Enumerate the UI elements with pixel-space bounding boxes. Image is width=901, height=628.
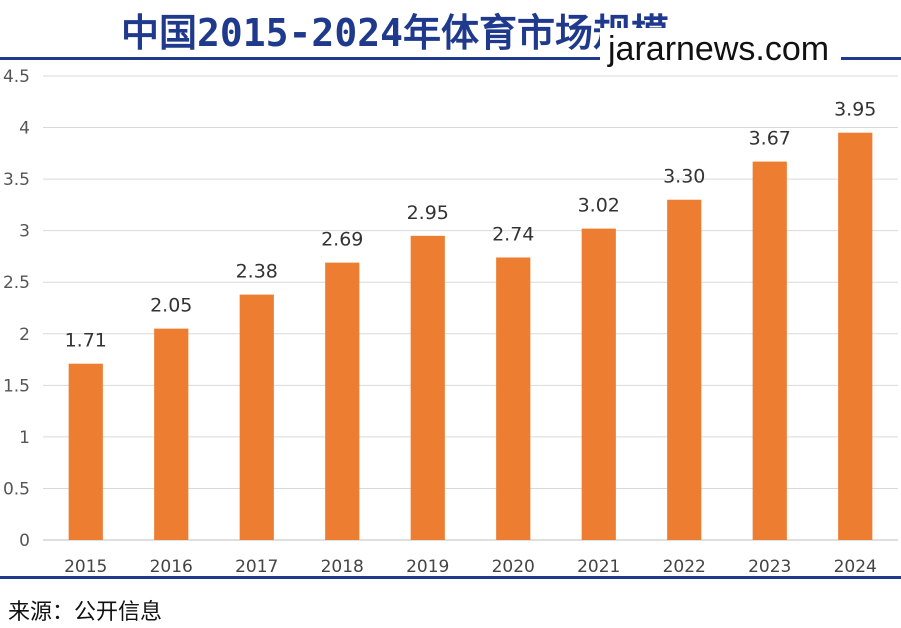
data-label-2024: 3.95 bbox=[834, 99, 876, 121]
bar-2017 bbox=[239, 294, 274, 540]
data-label-2017: 2.38 bbox=[236, 261, 278, 283]
y-tick-label: 2 bbox=[19, 325, 30, 345]
bar-2023 bbox=[752, 161, 787, 541]
y-tick-label: 1.5 bbox=[3, 376, 30, 396]
x-tick-label-2021: 2021 bbox=[577, 557, 620, 577]
bar-2020 bbox=[496, 257, 531, 540]
x-tick-label-2018: 2018 bbox=[321, 557, 364, 577]
data-label-2019: 2.95 bbox=[407, 202, 449, 224]
data-label-2021: 3.02 bbox=[578, 195, 620, 217]
bar-2022 bbox=[667, 199, 702, 540]
x-tick-label-2020: 2020 bbox=[492, 557, 535, 577]
bar-2021 bbox=[581, 228, 616, 541]
data-label-2016: 2.05 bbox=[150, 295, 192, 317]
bar-2016 bbox=[154, 328, 189, 540]
bar-2024 bbox=[838, 132, 873, 540]
x-axis-ticks: 2015 2016 2017 2018 2019 2020 2021 2022 2023 2024 bbox=[64, 557, 877, 577]
y-tick-label: 4.5 bbox=[3, 67, 30, 87]
y-axis-ticks: 0 0.5 1 1.5 2 2.5 3 3.5 4 4.5 bbox=[3, 67, 30, 551]
x-tick-label-2024: 2024 bbox=[834, 557, 877, 577]
y-tick-label: 0 bbox=[19, 531, 30, 551]
x-tick-label-2019: 2019 bbox=[406, 557, 449, 577]
data-label-2023: 3.67 bbox=[749, 128, 791, 150]
footer-divider bbox=[0, 576, 901, 579]
data-label-2022: 3.30 bbox=[663, 166, 705, 188]
data-labels: 1.71 2.05 2.38 2.69 2.95 2.74 3.02 3.30 3.67 3.95 bbox=[65, 99, 877, 352]
x-tick-label-2022: 2022 bbox=[663, 557, 706, 577]
bar-2018 bbox=[325, 262, 360, 540]
y-tick-label: 3.5 bbox=[3, 170, 30, 190]
y-tick-label: 3 bbox=[19, 222, 30, 242]
bar-2019 bbox=[410, 235, 445, 541]
bars bbox=[68, 132, 873, 541]
title-divider bbox=[0, 57, 901, 60]
x-tick-label-2016: 2016 bbox=[150, 557, 193, 577]
data-label-2015: 1.71 bbox=[65, 330, 107, 352]
y-tick-label: 0.5 bbox=[3, 479, 30, 499]
source-note: 来源：公开信息 bbox=[8, 600, 163, 625]
x-tick-label-2023: 2023 bbox=[748, 557, 791, 577]
y-tick-label: 4 bbox=[19, 119, 30, 139]
x-tick-label-2015: 2015 bbox=[64, 557, 107, 577]
data-label-2018: 2.69 bbox=[321, 229, 363, 251]
x-tick-label-2017: 2017 bbox=[235, 557, 278, 577]
data-label-2020: 2.74 bbox=[492, 223, 534, 245]
y-tick-label: 2.5 bbox=[3, 273, 30, 293]
page-title: 中国2015-2024年体育市场规模 bbox=[121, 11, 669, 55]
bar-2015 bbox=[68, 363, 103, 540]
watermark-text: jararnews.com bbox=[600, 28, 842, 73]
y-tick-label: 1 bbox=[19, 428, 30, 448]
